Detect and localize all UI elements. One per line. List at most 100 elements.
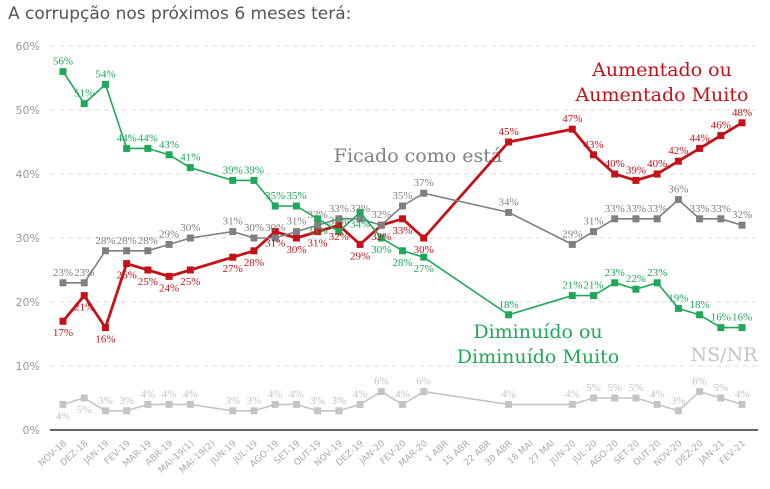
data-label: 39% xyxy=(223,164,243,176)
data-point xyxy=(738,324,746,332)
chart-title: A corrupção nos próximos 6 meses terá: xyxy=(8,4,352,24)
data-label: 32% xyxy=(329,231,349,243)
data-label: 19% xyxy=(668,292,688,304)
data-point xyxy=(144,266,152,274)
data-label: 16% xyxy=(711,312,731,324)
data-label: 44% xyxy=(117,132,137,144)
data-label: 32% xyxy=(371,231,391,243)
data-label: 35% xyxy=(286,190,306,202)
y-tick-label: 40% xyxy=(16,168,40,181)
data-label: 5% xyxy=(713,382,728,394)
data-point xyxy=(377,221,385,229)
data-point xyxy=(292,202,300,210)
data-label: 27% xyxy=(414,263,434,275)
data-point xyxy=(292,400,300,408)
data-label: 33% xyxy=(350,203,370,215)
data-label: 46% xyxy=(711,120,731,132)
data-label: 4% xyxy=(268,388,283,400)
data-label: 35% xyxy=(392,190,412,202)
data-label: 31% xyxy=(329,216,349,228)
data-label: 23% xyxy=(605,267,625,279)
data-label: 56% xyxy=(53,56,73,68)
data-point xyxy=(611,215,619,223)
data-point xyxy=(420,253,428,261)
data-point xyxy=(611,170,619,178)
data-point xyxy=(674,407,682,415)
data-point xyxy=(101,324,109,332)
data-point xyxy=(250,247,258,255)
data-point xyxy=(186,266,194,274)
data-point xyxy=(420,234,428,242)
data-label: 33% xyxy=(711,203,731,215)
data-label: 30% xyxy=(371,244,391,256)
data-point xyxy=(229,228,237,236)
data-point xyxy=(80,394,88,402)
data-point xyxy=(674,304,682,312)
data-point xyxy=(250,176,258,184)
data-point xyxy=(696,144,704,152)
data-label: 28% xyxy=(138,235,158,247)
data-label: 30% xyxy=(286,244,306,256)
data-label: 31% xyxy=(223,216,243,228)
data-label: 4% xyxy=(565,388,580,400)
data-label: 16% xyxy=(732,312,752,324)
data-point xyxy=(165,400,173,408)
data-label: 6% xyxy=(374,376,389,388)
data-point xyxy=(653,279,661,287)
data-label: 4% xyxy=(650,388,665,400)
data-label: 27% xyxy=(223,263,243,275)
data-label: 22% xyxy=(626,273,646,285)
data-point xyxy=(229,253,237,261)
data-point xyxy=(144,247,152,255)
data-point xyxy=(420,388,428,396)
data-point xyxy=(335,228,343,236)
data-label: 4% xyxy=(183,388,198,400)
data-label: 28% xyxy=(244,257,264,269)
data-label: 30% xyxy=(244,222,264,234)
data-point xyxy=(632,176,640,184)
data-point xyxy=(165,151,173,159)
data-point xyxy=(377,388,385,396)
data-label: 4% xyxy=(501,388,516,400)
data-point xyxy=(101,247,109,255)
data-point xyxy=(420,189,428,197)
data-label: 5% xyxy=(586,382,601,394)
data-label: 31% xyxy=(265,238,285,250)
data-label: 44% xyxy=(690,132,710,144)
series-label: Ficado como está xyxy=(334,145,502,167)
data-label: 29% xyxy=(562,228,582,240)
data-label: 30% xyxy=(265,222,285,234)
data-point xyxy=(250,407,258,415)
data-point xyxy=(590,151,597,159)
data-label: 48% xyxy=(732,107,752,119)
data-label: 35% xyxy=(265,190,285,202)
data-point xyxy=(101,80,109,88)
data-label: 4% xyxy=(56,410,71,422)
data-label: 4% xyxy=(353,388,368,400)
data-point xyxy=(229,176,237,184)
data-label: 28% xyxy=(392,257,412,269)
data-point xyxy=(123,407,131,415)
data-label: 32% xyxy=(732,209,752,221)
data-point xyxy=(717,394,725,402)
data-label: 3% xyxy=(671,395,686,407)
data-label: 29% xyxy=(159,228,179,240)
data-label: 3% xyxy=(310,395,325,407)
data-point xyxy=(59,400,67,408)
data-label: 24% xyxy=(159,282,179,294)
data-point xyxy=(505,311,513,319)
data-point xyxy=(80,279,88,287)
data-label: 33% xyxy=(308,225,328,237)
data-point xyxy=(144,400,152,408)
data-point xyxy=(356,400,364,408)
data-point xyxy=(738,119,746,127)
y-tick-label: 50% xyxy=(16,104,40,117)
data-label: 54% xyxy=(95,68,115,80)
data-label: 34% xyxy=(350,218,370,230)
data-point xyxy=(59,317,67,325)
data-label: 4% xyxy=(735,388,750,400)
data-point xyxy=(696,388,704,396)
data-point xyxy=(632,215,640,223)
data-label: 33% xyxy=(605,203,625,215)
data-label: 40% xyxy=(605,158,625,170)
